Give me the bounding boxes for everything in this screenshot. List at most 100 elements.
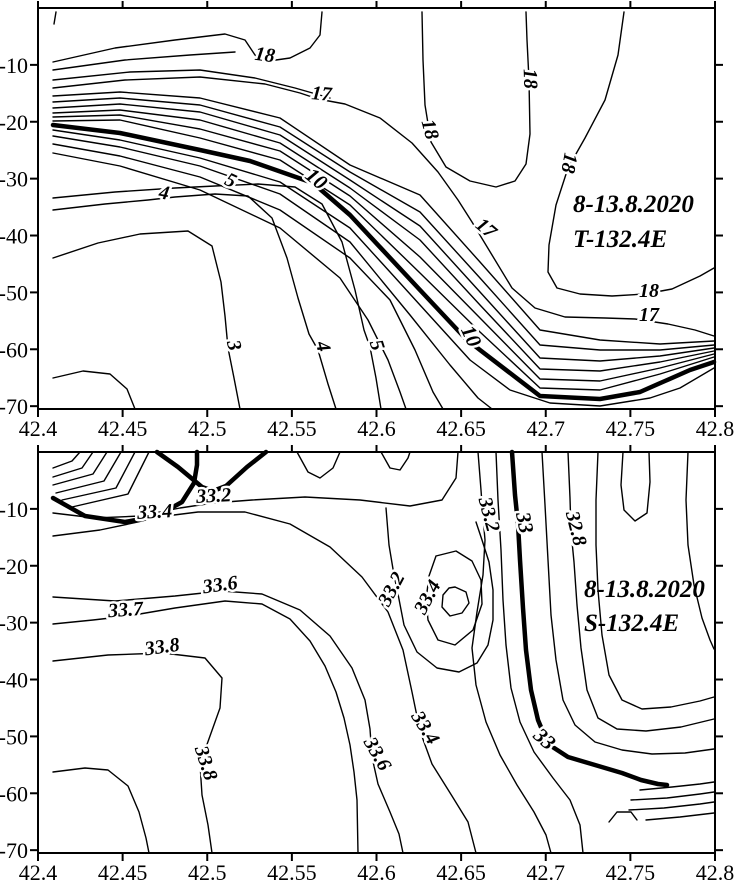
isoline-18 (547, 11, 715, 297)
x-tick-label: 42.75 (606, 416, 656, 441)
y-tick-label: -40 (0, 668, 28, 693)
x-tick-label: 42.7 (527, 416, 566, 441)
isoline-15 (52, 97, 715, 351)
x-tick-label: 42.8 (696, 416, 734, 441)
isoline (645, 812, 715, 821)
isoline (52, 767, 150, 854)
y-tick-label: -10 (0, 53, 28, 78)
isoline (495, 451, 584, 854)
isoline (296, 451, 341, 479)
y-tick-label: -50 (0, 724, 28, 749)
isoline-7 (52, 143, 444, 410)
annotation-section: S-132.4E (584, 610, 679, 637)
y-tick-label: -70 (0, 394, 28, 419)
isoline-17 (52, 76, 715, 337)
x-tick-label: 42.65 (436, 860, 486, 885)
isoline (52, 451, 81, 469)
isoline (52, 451, 108, 486)
y-tick-label: -70 (0, 838, 28, 863)
isoline (61, 451, 136, 501)
isoline (52, 451, 94, 478)
isoline (53, 11, 57, 25)
contour-label: 18 (639, 280, 659, 302)
isoline-5 (52, 183, 382, 410)
annotation-date: 8-13.8.2020 (584, 576, 705, 603)
contour-label: 18 (519, 68, 542, 89)
contour-label: 5 (365, 337, 389, 353)
contour-label: 33.8 (190, 742, 222, 783)
contour-label: 17 (471, 214, 501, 244)
x-tick-label: 42.4 (19, 416, 58, 441)
isoline-18 (52, 11, 323, 63)
y-tick-label: -40 (0, 224, 28, 249)
y-tick-label: -60 (0, 337, 28, 362)
x-tick-label: 42.45 (98, 860, 148, 885)
contour-label: 18 (556, 151, 581, 175)
isoline-33.2 (385, 507, 494, 673)
panel-salinity-section: 42.4 42.45 42.5 42.55 42.6 42.65 42.7 42.75 42.8… (0, 445, 734, 885)
x-tick-label: 42.5 (188, 860, 227, 885)
isoline-18 (421, 11, 531, 188)
x-tick-label: 42.5 (188, 416, 227, 441)
isoline-6 (52, 152, 407, 410)
isoline-33-thick (154, 449, 269, 494)
contour-label: 3 (222, 337, 246, 353)
isoline (630, 791, 715, 801)
isoline-33.4 (52, 511, 477, 854)
x-tick-label: 42.75 (606, 860, 656, 885)
contour-label: 10 (456, 321, 487, 351)
isoline-33.8 (52, 652, 223, 854)
isoline (685, 451, 715, 650)
contour-label: 18 (417, 117, 443, 142)
isoline (541, 451, 715, 755)
x-tick-label: 42.7 (527, 860, 566, 885)
isoline-33.6 (52, 590, 404, 854)
isoline-11 (52, 119, 715, 391)
contour-label: 33.2 (373, 569, 409, 611)
isoline-14 (52, 103, 715, 362)
isoline-9 (52, 129, 715, 407)
contour-label: 17 (311, 82, 334, 106)
isoline (52, 370, 136, 410)
x-tick-label: 42.6 (357, 860, 396, 885)
annotation-section: T-132.4E (573, 226, 667, 253)
isoline (595, 451, 715, 710)
isoline-33.2 (52, 451, 459, 519)
isoline (71, 451, 150, 508)
isoline-10-thick (50, 122, 717, 402)
isoline (380, 451, 411, 471)
contour-label: 33.4 (136, 500, 173, 524)
isoline-32.8 (567, 451, 715, 732)
isoline (608, 811, 638, 823)
isoline-13 (52, 109, 715, 372)
contour-label: 33.8 (142, 634, 181, 661)
x-tick-label: 42.55 (267, 416, 317, 441)
isoline-4 (52, 193, 337, 410)
isoline-3 (52, 230, 241, 410)
isoline (620, 451, 651, 522)
y-tick-label: -30 (0, 167, 28, 192)
contour-label: 33.7 (106, 598, 144, 623)
x-tick-label: 42.4 (19, 860, 58, 885)
isoline (52, 51, 236, 71)
annotation-date: 8-13.8.2020 (573, 191, 694, 218)
isoline (55, 451, 122, 494)
x-tick-label: 42.8 (696, 860, 734, 885)
contour-label: 33.6 (200, 572, 239, 599)
isoline (639, 781, 715, 791)
x-tick-label: 42.65 (436, 416, 486, 441)
y-tick-label: -20 (0, 554, 28, 579)
x-tick-label: 42.45 (98, 416, 148, 441)
isoline (441, 586, 470, 617)
contour-label: 5 (221, 168, 239, 192)
contour-label: 33.4 (409, 577, 445, 619)
contour-label: 33.6 (358, 732, 395, 774)
y-tick-label: -30 (0, 611, 28, 636)
isoline-33.4 (425, 550, 483, 646)
contour-label: 18 (253, 43, 276, 68)
contour-label: 33.4 (406, 706, 444, 748)
isoline-33.2 (471, 451, 552, 854)
contour-label: 33.2 (195, 484, 232, 508)
